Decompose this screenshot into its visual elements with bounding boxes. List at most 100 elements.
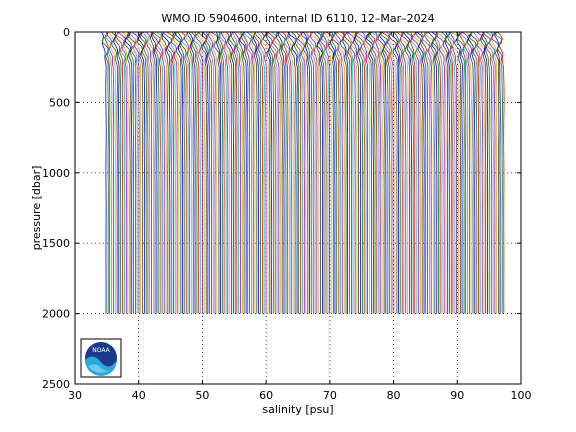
profile-line [142,31,151,314]
profile-line [296,31,304,314]
profile-line [497,31,505,314]
profile-line [450,31,460,314]
profile-line [385,31,393,314]
profile-line [275,31,283,314]
profile-line [434,31,441,314]
profile-line [278,31,287,314]
profile-line [401,31,411,314]
profile-line [151,31,158,314]
profile-line [136,31,144,314]
profile-line [197,31,207,314]
profile-line [162,31,173,314]
profile-line [151,31,162,314]
profile-line [310,31,320,314]
profile-line [282,31,289,314]
profile-line [236,31,244,314]
profile-line [145,31,153,314]
profile-line [466,31,474,314]
profile-line [140,31,149,314]
profile-line [158,31,165,314]
y-tick-label: 2500 [42,378,70,391]
profile-line [241,31,249,314]
profile-line [420,31,427,314]
profile-line [300,31,309,314]
profile-line [227,31,235,314]
profile-line [246,31,254,314]
profile-line [466,31,472,314]
profile-line [379,31,389,314]
profile-line [412,31,422,314]
profile-line [436,31,447,314]
profile-line [201,31,209,314]
salinity-profiles [101,31,505,314]
profile-line [339,31,347,314]
profile-line [171,31,182,314]
profile-line [388,31,398,314]
profile-line [435,31,443,314]
profile-line [238,31,247,314]
profile-line [381,31,391,314]
profile-line [424,31,434,314]
profile-line [233,31,242,314]
profile-line [375,31,381,314]
x-tick-label: 90 [450,389,464,402]
profile-line [291,31,300,314]
profile-line [481,31,493,314]
profile-line [449,31,458,314]
profile-line [218,31,225,314]
profile-line [128,31,138,314]
noaa-logo: NOAA [80,338,122,378]
profile-line [262,31,271,314]
profile-line [162,31,171,314]
profile-line [416,31,425,314]
profile-line [261,31,269,314]
profile-line [447,31,456,314]
axes-box [74,31,522,385]
profile-line [342,31,351,314]
profile-line [131,31,140,314]
profile-line [169,31,176,314]
profile-line [361,31,369,314]
profile-line [256,31,265,314]
profile-line [116,31,126,314]
profile-line [411,31,420,314]
profile-line [283,31,291,314]
profile-line [260,31,267,314]
profile-line [188,31,196,314]
profile-line [477,31,485,314]
profile-line [104,31,113,314]
profile-line [399,31,407,314]
profile-line [388,31,396,314]
profile-line [467,31,476,314]
profile-line [297,31,306,314]
profile-line [138,31,147,314]
profile-line [378,31,387,314]
profile-line [193,31,200,314]
profile-line [319,31,329,314]
profile-line [456,31,463,314]
profile-line [204,31,211,314]
profile-line [482,31,490,314]
profile-line [122,31,131,314]
profile-line [166,31,175,314]
x-tick-label: 50 [195,389,209,402]
y-tick-label: 1500 [42,237,70,250]
profile-line [355,31,365,314]
profile-line [356,31,367,314]
profile-line [322,31,331,314]
profile-line [277,31,285,314]
profile-line [444,31,450,314]
profile-line [460,31,469,314]
profile-line [115,31,124,314]
profile-line [410,31,418,314]
profile-line [161,31,169,314]
profile-line [393,31,401,314]
profile-line [152,31,160,314]
profile-line [228,31,236,314]
profile-line [117,31,127,314]
profile-line [318,31,325,314]
profile-line [331,31,340,314]
profile-line [197,31,205,314]
